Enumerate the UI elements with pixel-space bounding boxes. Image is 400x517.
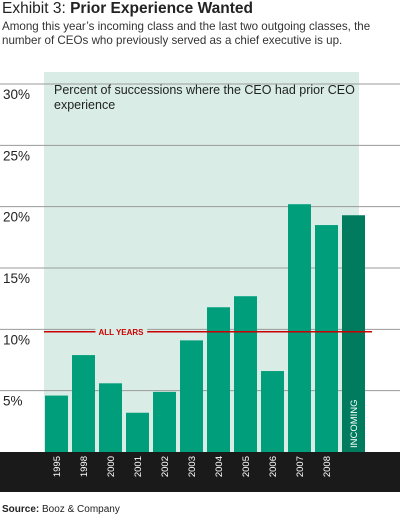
y-tick-label: 25% bbox=[3, 148, 30, 163]
reference-line-label: ALL YEARS bbox=[98, 328, 144, 337]
chart-title: Prior Experience Wanted bbox=[70, 0, 253, 17]
exhibit-title: Exhibit 3: Prior Experience Wanted bbox=[2, 0, 253, 18]
bar bbox=[288, 204, 311, 452]
inner-label-line-2: experience bbox=[54, 98, 115, 112]
x-tick-label: 2000 bbox=[106, 456, 117, 477]
chart-subtitle: Among this year’s incoming class and the… bbox=[2, 20, 371, 47]
x-tick-label: 2003 bbox=[187, 456, 198, 477]
bar bbox=[153, 391, 176, 452]
reference-line-group: ALL YEARS bbox=[44, 326, 372, 338]
y-tick-label: 30% bbox=[3, 87, 30, 102]
x-tick-label: 2006 bbox=[268, 456, 279, 477]
bar bbox=[72, 355, 95, 452]
bars bbox=[45, 204, 365, 452]
x-tick-label: 2007 bbox=[295, 456, 306, 477]
y-tick-label: 15% bbox=[3, 271, 30, 286]
bar bbox=[126, 412, 149, 452]
x-tick-label: 2005 bbox=[241, 456, 252, 477]
source-label: Source: bbox=[2, 504, 40, 515]
bar bbox=[99, 383, 122, 452]
source-note: Source: Booz & Company bbox=[2, 504, 120, 515]
bar-chart: 5% 10% 15% 20% 25% 30% Percent of successions… bbox=[0, 72, 400, 492]
x-tick-label: 2008 bbox=[322, 456, 333, 477]
inner-label-line-1: Percent of successions where the CEO had… bbox=[54, 83, 355, 97]
y-tick-label: 10% bbox=[3, 332, 30, 347]
bar bbox=[207, 307, 230, 452]
x-tick-label: 1998 bbox=[79, 456, 90, 477]
y-tick-labels: 5% 10% 15% 20% 25% 30% bbox=[3, 87, 30, 409]
bar bbox=[234, 296, 257, 452]
x-tick-label: 1995 bbox=[52, 456, 63, 477]
x-tick-label: 2002 bbox=[160, 456, 171, 477]
y-tick-label: 20% bbox=[3, 210, 30, 225]
x-tick-label: 2001 bbox=[133, 456, 144, 477]
source-text: Booz & Company bbox=[42, 504, 120, 515]
bar bbox=[315, 225, 338, 452]
bar bbox=[342, 215, 365, 452]
bar bbox=[45, 395, 68, 452]
y-tick-label: 5% bbox=[3, 394, 23, 409]
x-tick-label: 2004 bbox=[214, 456, 225, 477]
x-tick-labels: 1995 1998 2000 2001 2002 2003 2004 2005 2006 2007… bbox=[52, 399, 360, 477]
reference-line-label-background bbox=[95, 326, 148, 338]
exhibit-label: Exhibit 3: bbox=[2, 0, 66, 17]
bar bbox=[261, 371, 284, 452]
x-tick-label: INCOMING bbox=[349, 399, 360, 448]
x-axis-band bbox=[0, 452, 400, 492]
bar bbox=[180, 340, 203, 452]
